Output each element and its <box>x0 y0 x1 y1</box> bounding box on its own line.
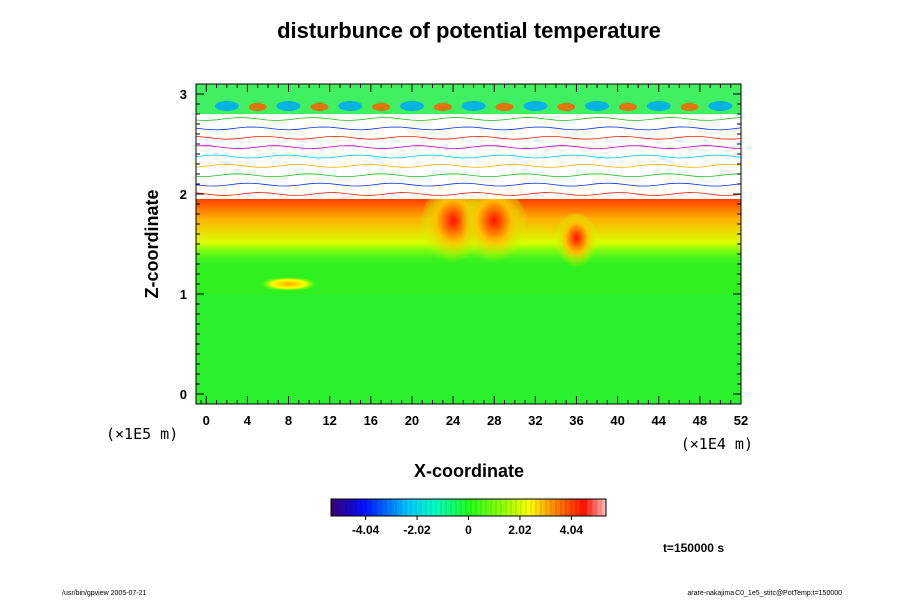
y-unit-label: (×1E5 m) <box>106 425 178 443</box>
warm-cell <box>433 103 452 111</box>
warm-cell <box>618 103 637 111</box>
x-tick-label: 4 <box>244 413 252 428</box>
x-unit-label: (×1E4 m) <box>681 435 753 453</box>
contour-line <box>196 136 741 140</box>
time-label: t=150000 s <box>663 541 724 555</box>
x-tick-label: 44 <box>652 413 667 428</box>
x-tick-label: 48 <box>693 413 707 428</box>
footer-right-small: C0_1e5_stitc@PotTemp;t=150000 <box>735 590 842 597</box>
contour-line <box>196 154 741 159</box>
y-tick-label: 1 <box>180 287 187 302</box>
contour-line <box>196 192 741 196</box>
x-axis-label: X-coordinate <box>414 461 524 481</box>
warm-cell <box>310 103 329 111</box>
x-tick-label: 32 <box>528 413 542 428</box>
footer-right-main: arare-nakajima <box>687 590 734 597</box>
colorbar-tick-label: 2.02 <box>508 523 532 537</box>
cold-cell <box>276 101 301 111</box>
colorbar-tick-label: 0 <box>465 523 472 537</box>
chart-title: disturbunce of potential temperature <box>277 18 661 43</box>
cold-cell <box>461 101 486 111</box>
cold-cell <box>399 101 424 111</box>
warm-cell <box>680 103 699 111</box>
warm-cell <box>495 103 514 111</box>
x-tick-label: 16 <box>364 413 378 428</box>
warm-patch <box>260 277 317 291</box>
contour-line <box>196 163 741 168</box>
cold-cell <box>708 101 733 111</box>
x-tick-label: 20 <box>405 413 419 428</box>
cold-cell <box>523 101 548 111</box>
field-features <box>196 84 760 404</box>
x-tick-label: 28 <box>487 413 501 428</box>
x-tick-label: 0 <box>203 413 210 428</box>
warm-plume <box>554 214 599 274</box>
colorbar-tick-label: 4.04 <box>560 523 584 537</box>
colorbar-tick-label: -2.02 <box>403 523 431 537</box>
cold-cell <box>214 101 239 111</box>
y-axis-label: Z-coordinate <box>142 189 162 298</box>
undefined-layer <box>196 114 741 199</box>
contour-line <box>196 145 741 150</box>
colorbar-ticks: -4.04 -2.02 0 2.02 4.04 <box>352 516 583 537</box>
contour-line <box>196 173 741 178</box>
warm-cell <box>742 103 760 111</box>
x-tick-label: 36 <box>569 413 583 428</box>
colorbar-divisions <box>335 499 602 516</box>
x-axis: 0 4 8 12 16 20 24 28 32 36 40 44 48 52 <box>200 84 748 428</box>
footer-left: /usr/bin/gpview 2005-07-21 <box>62 590 147 597</box>
colorbar-gradient <box>331 499 606 516</box>
lower-region <box>196 294 741 404</box>
x-tick-label: 52 <box>734 413 748 428</box>
cold-cell <box>646 101 671 111</box>
warm-cell <box>557 103 576 111</box>
cold-cell <box>585 101 610 111</box>
plot-area <box>196 84 760 404</box>
x-tick-label: 40 <box>610 413 624 428</box>
y-tick-label: 2 <box>180 187 187 202</box>
warm-cell <box>248 103 267 111</box>
colorbar: -4.04 -2.02 0 2.02 4.04 <box>330 498 607 537</box>
contour-line <box>196 126 741 131</box>
warm-plume <box>460 187 529 271</box>
warm-cell <box>372 103 391 111</box>
y-tick-label: 0 <box>180 387 187 402</box>
x-tick-label: 8 <box>285 413 292 428</box>
contour-line <box>196 117 741 121</box>
x-tick-label: 12 <box>322 413 336 428</box>
x-tick-label: 24 <box>446 413 461 428</box>
y-axis: 0 1 2 3 <box>180 87 741 402</box>
y-tick-label: 3 <box>180 87 187 102</box>
contour-line <box>196 182 741 187</box>
cold-cell <box>338 101 363 111</box>
colorbar-tick-label: -4.04 <box>352 523 380 537</box>
